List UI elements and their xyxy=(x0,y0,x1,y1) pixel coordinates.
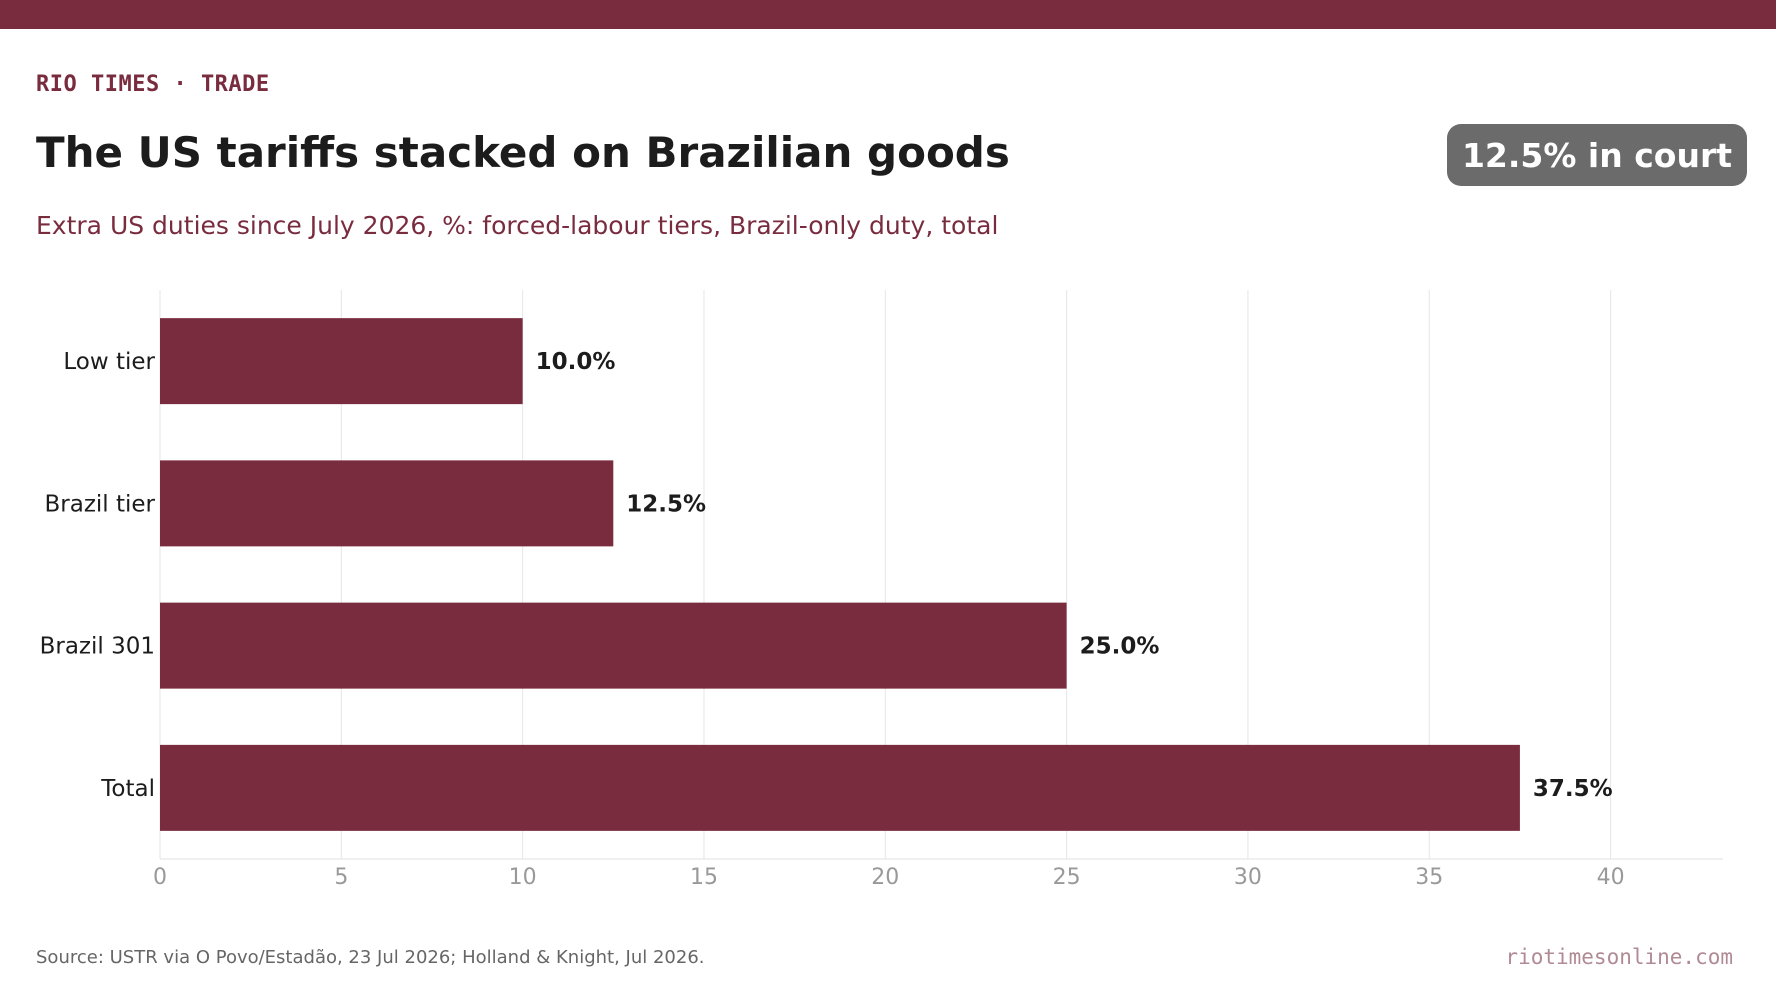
value-label: 12.5% xyxy=(626,491,706,517)
chart-title: The US tariffs stacked on Brazilian good… xyxy=(36,128,1010,177)
top-accent-bar xyxy=(0,0,1776,29)
bar xyxy=(160,460,614,547)
x-tick-label: 35 xyxy=(1415,865,1443,890)
source-note: Source: USTR via O Povo/Estadão, 23 Jul … xyxy=(36,947,705,968)
bar-chart: 0 5 10 15 20 25 30 35 40 Low tier 10.0% Brazil tier… xyxy=(40,290,1723,890)
value-label: 10.0% xyxy=(536,349,616,375)
kicker: RIO TIMES · TRADE xyxy=(36,72,270,97)
category-label: Brazil tier xyxy=(44,491,155,517)
x-tick-label: 10 xyxy=(509,865,537,890)
category-label: Low tier xyxy=(63,349,155,375)
x-tick-label: 0 xyxy=(153,865,167,890)
x-tick-label: 25 xyxy=(1053,865,1081,890)
x-tick-label: 40 xyxy=(1597,865,1625,890)
category-label: Brazil 301 xyxy=(40,634,155,660)
value-label: 25.0% xyxy=(1080,634,1160,660)
site-link[interactable]: riotimesonline.com xyxy=(1505,945,1733,969)
x-tick-label: 15 xyxy=(690,865,718,890)
status-badge: 12.5% in court xyxy=(1446,124,1747,186)
bar xyxy=(160,602,1067,689)
x-tick-label: 5 xyxy=(334,865,348,890)
x-tick-label: 30 xyxy=(1234,865,1262,890)
bar xyxy=(160,318,523,405)
category-label: Total xyxy=(100,776,155,802)
value-label: 37.5% xyxy=(1533,776,1613,802)
x-tick-label: 20 xyxy=(871,865,899,890)
chart-subtitle: Extra US duties since July 2026, %: forc… xyxy=(36,211,999,240)
bar xyxy=(160,744,1520,831)
